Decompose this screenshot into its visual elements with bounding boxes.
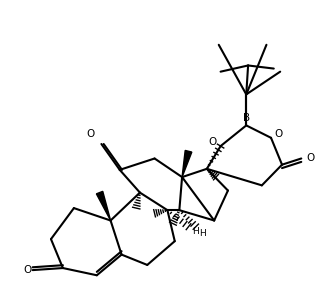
Text: H: H — [199, 229, 206, 238]
Text: O: O — [306, 154, 315, 164]
Text: O: O — [24, 265, 32, 275]
Text: H: H — [193, 227, 199, 236]
Polygon shape — [96, 191, 110, 220]
Text: O: O — [208, 137, 216, 147]
Text: O: O — [274, 129, 282, 139]
Polygon shape — [182, 150, 192, 177]
Text: B: B — [243, 113, 250, 123]
Text: O: O — [86, 129, 95, 139]
